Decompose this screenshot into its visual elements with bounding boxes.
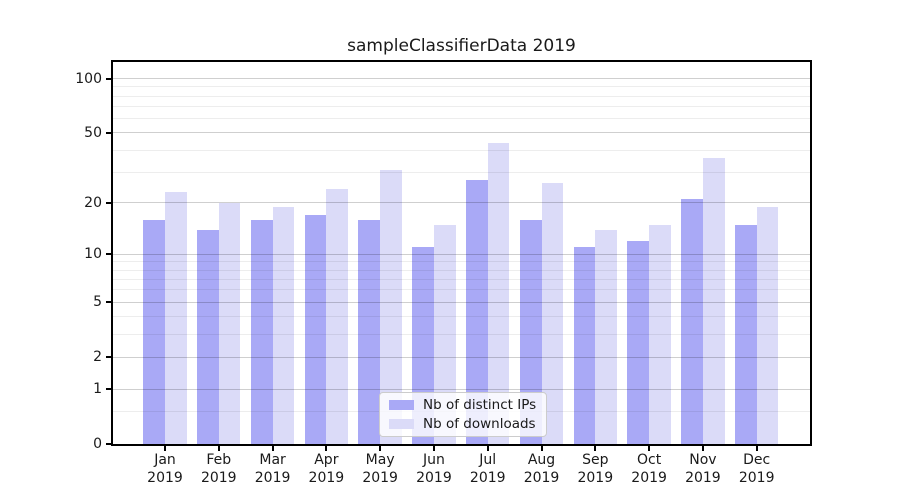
gridline-major <box>113 78 810 80</box>
y-tick-mark <box>106 253 111 256</box>
legend-entry-downloads: Nb of downloads <box>389 416 537 432</box>
y-tick-mark <box>106 388 111 391</box>
gridline-major <box>113 356 810 358</box>
legend-label-downloads: Nb of downloads <box>423 416 536 432</box>
x-tick-mark <box>755 446 758 451</box>
legend-label-distinct-ips: Nb of distinct IPs <box>423 397 537 413</box>
x-tick-label-oct: Oct 2019 <box>631 452 667 486</box>
bar-distinct-ips-apr <box>304 215 327 444</box>
bar-downloads-apr <box>326 189 349 444</box>
legend-entry-distinct-ips: Nb of distinct IPs <box>389 397 537 413</box>
x-tick-label-may: May 2019 <box>362 452 398 486</box>
gridline-minor <box>113 289 810 291</box>
gridline-minor <box>113 86 810 88</box>
bar-distinct-ips-aug <box>519 219 542 444</box>
x-tick-label-jul: Jul 2019 <box>469 452 506 486</box>
y-tick-label: 2 <box>93 349 102 366</box>
bar-distinct-ips-mar <box>250 219 273 444</box>
gridline-minor <box>113 333 810 335</box>
x-tick-mark <box>540 446 543 451</box>
grid-layer <box>113 62 810 444</box>
bar-downloads-nov <box>702 158 725 444</box>
chart-title: sampleClassifierData 2019 <box>347 36 576 56</box>
bar-distinct-ips-nov <box>681 199 703 444</box>
gridline-minor <box>113 118 810 120</box>
x-tick-mark <box>486 446 489 451</box>
y-tick-mark <box>106 201 111 204</box>
y-tick-label: 100 <box>75 70 102 87</box>
bar-downloads-jun <box>433 224 456 444</box>
x-tick-label-sep: Sep 2019 <box>577 452 614 486</box>
y-tick-mark <box>106 77 111 80</box>
gridline-minor <box>113 316 810 318</box>
legend: Nb of distinct IPs Nb of downloads <box>379 392 547 437</box>
x-tick-mark <box>432 446 435 451</box>
bar-downloads-may <box>380 169 402 444</box>
y-tick-mark <box>106 131 111 134</box>
gridline-minor <box>113 95 810 97</box>
gridline-major <box>113 253 810 255</box>
y-tick-label: 50 <box>84 124 102 141</box>
bar-distinct-ips-may <box>358 219 381 444</box>
bar-downloads-mar <box>272 206 295 444</box>
bar-downloads-aug <box>541 183 564 444</box>
bars-layer <box>113 62 810 444</box>
bar-distinct-ips-dec <box>734 224 757 444</box>
y-tick-mark <box>106 443 111 445</box>
legend-swatch-downloads <box>389 419 414 429</box>
x-tick-mark <box>701 446 704 451</box>
y-tick-label: 10 <box>84 246 102 263</box>
gridline-major <box>113 202 810 204</box>
bar-downloads-oct <box>649 224 671 444</box>
y-tick-label: 1 <box>93 381 102 398</box>
x-tick-mark <box>648 446 651 451</box>
x-tick-mark <box>217 446 220 451</box>
x-tick-label-feb: Feb 2019 <box>200 452 237 486</box>
gridline-minor <box>113 269 810 271</box>
bar-distinct-ips-jul <box>466 180 488 444</box>
x-tick-label-dec: Dec 2019 <box>738 452 775 486</box>
bar-downloads-feb <box>218 202 241 444</box>
bar-distinct-ips-oct <box>627 240 650 444</box>
gridline-minor <box>113 278 810 280</box>
gridline-minor <box>113 149 810 151</box>
y-tick-label: 20 <box>84 194 102 211</box>
x-tick-mark <box>594 446 597 451</box>
bar-distinct-ips-sep <box>573 247 596 444</box>
bar-downloads-jul <box>487 142 510 444</box>
bar-distinct-ips-feb <box>197 229 219 444</box>
y-tick-mark <box>106 356 111 359</box>
plot-area: Nb of distinct IPs Nb of downloads <box>111 60 812 446</box>
x-tick-mark <box>379 446 382 451</box>
gridline-minor <box>113 106 810 108</box>
x-tick-label-mar: Mar 2019 <box>254 452 291 486</box>
bar-distinct-ips-jan <box>143 219 165 444</box>
bar-downloads-dec <box>756 206 779 444</box>
gridline-minor <box>113 171 810 173</box>
x-tick-label-nov: Nov 2019 <box>685 452 721 486</box>
bar-downloads-jan <box>165 192 187 444</box>
y-tick-label: 0 <box>93 436 102 452</box>
x-tick-mark <box>164 446 166 451</box>
x-tick-label-apr: Apr 2019 <box>308 452 345 486</box>
legend-swatch-distinct-ips <box>389 400 414 410</box>
y-tick-label: 5 <box>93 294 102 311</box>
bar-downloads-sep <box>595 229 617 444</box>
x-tick-mark <box>271 446 274 451</box>
gridline-major <box>113 132 810 134</box>
y-tick-mark <box>106 301 111 304</box>
gridline-major <box>113 301 810 303</box>
gridline-major <box>113 388 810 390</box>
gridline-minor <box>113 261 810 263</box>
x-tick-label-aug: Aug 2019 <box>523 452 560 486</box>
x-tick-mark <box>325 446 328 451</box>
x-tick-label-jan: Jan 2019 <box>147 452 183 486</box>
x-tick-label-jun: Jun 2019 <box>416 452 452 486</box>
